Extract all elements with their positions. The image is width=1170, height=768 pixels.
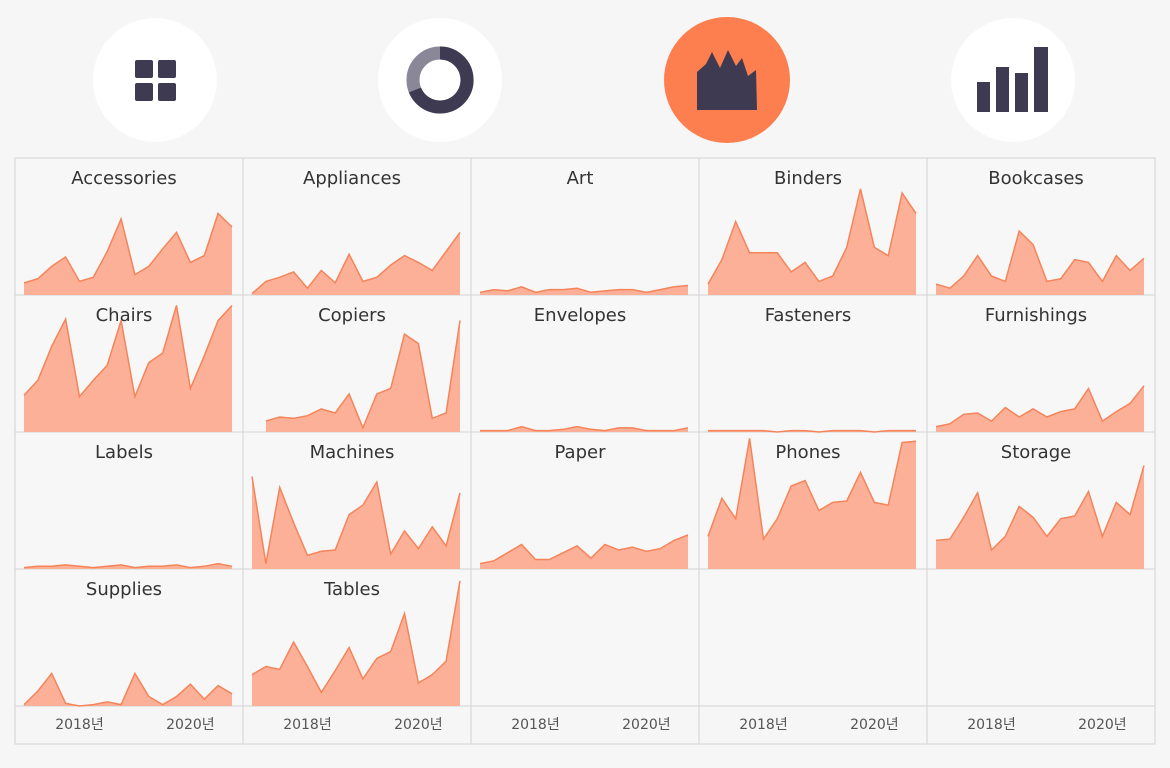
button-circle (951, 18, 1075, 142)
panel-title: Phones (775, 442, 840, 463)
area (24, 213, 232, 295)
area-line (935, 465, 1145, 552)
area-line (479, 284, 689, 294)
x-tick-label: 2020년 (622, 717, 671, 733)
panel-cell (470, 431, 700, 570)
icon (408, 46, 474, 114)
x-tick-label: 2020년 (166, 717, 215, 733)
panel-title: Chairs (96, 305, 153, 326)
button-circle (93, 18, 217, 142)
icon (1034, 47, 1048, 112)
icon (135, 83, 153, 101)
icon (1015, 73, 1028, 112)
panel-title: Storage (1001, 442, 1071, 463)
small-multiples: 2018년 2020년 2018년 2020년 2018년 2020년 2018년 2020년… (14, 157, 1156, 745)
icon (996, 67, 1009, 112)
icon (158, 83, 176, 101)
area-line (707, 438, 917, 542)
area-line (251, 580, 461, 694)
button-circle (378, 18, 502, 142)
bar-view-button[interactable] (951, 18, 1075, 142)
panel-cell (242, 294, 472, 433)
panel-title: Machines (310, 442, 395, 463)
x-tick-label: 2018년 (739, 717, 788, 733)
area-line (479, 534, 689, 565)
x-tick-label: 2020년 (1078, 717, 1127, 733)
area-line (251, 231, 461, 295)
panel-title: Accessories (71, 168, 177, 189)
area-line (23, 304, 233, 400)
view-switcher (93, 17, 1075, 143)
panel-title: Supplies (86, 579, 162, 600)
panel-title: Binders (774, 168, 842, 189)
panel-title: Copiers (318, 305, 386, 326)
area-line (708, 429, 916, 433)
panel-cell (470, 568, 700, 707)
area-line (23, 212, 233, 284)
area (936, 465, 1144, 569)
panel-title: Appliances (303, 168, 401, 189)
panel-title: Art (567, 168, 594, 189)
panel-title: Envelopes (534, 305, 626, 326)
axis-cell (698, 705, 928, 745)
area (252, 232, 460, 295)
icon (977, 82, 990, 112)
panel-cell (698, 294, 928, 433)
icon (697, 50, 757, 110)
area (252, 580, 460, 706)
area-line (251, 476, 461, 564)
area-line (23, 671, 233, 707)
x-tick-label: 2018년 (511, 717, 560, 733)
panel-cell (698, 568, 928, 707)
area (252, 476, 460, 569)
grid-view-button[interactable] (93, 18, 217, 142)
area (708, 188, 916, 295)
panel-title: Labels (95, 442, 153, 463)
area (480, 426, 688, 432)
area (708, 438, 916, 569)
panel-title: Paper (555, 442, 607, 463)
area-line (480, 425, 689, 432)
area-view-button[interactable] (664, 17, 790, 143)
panel-cell (926, 568, 1156, 707)
area-line (935, 229, 1145, 290)
x-tick-label: 2018년 (55, 717, 104, 733)
axis-cell (470, 705, 700, 745)
x-tick-label: 2020년 (394, 717, 443, 733)
area-line (23, 562, 233, 569)
area (936, 231, 1144, 295)
x-tick-label: 2018년 (283, 717, 332, 733)
icon (135, 60, 153, 78)
area (24, 305, 232, 432)
panel-title: Tables (323, 579, 380, 600)
area-line (935, 385, 1145, 428)
panel-cell (470, 294, 700, 433)
icon (158, 60, 176, 78)
donut-view-button[interactable] (378, 18, 502, 142)
area-line (265, 320, 461, 430)
panel-cell (470, 157, 700, 296)
axis-cell (926, 705, 1156, 745)
area-line (707, 188, 917, 285)
panel-title: Bookcases (988, 168, 1084, 189)
x-tick-label: 2020년 (850, 717, 899, 733)
panel-title: Furnishings (985, 305, 1087, 326)
x-tick-label: 2018년 (967, 717, 1016, 733)
panel-title: Fasteners (765, 305, 852, 326)
area (265, 320, 460, 432)
